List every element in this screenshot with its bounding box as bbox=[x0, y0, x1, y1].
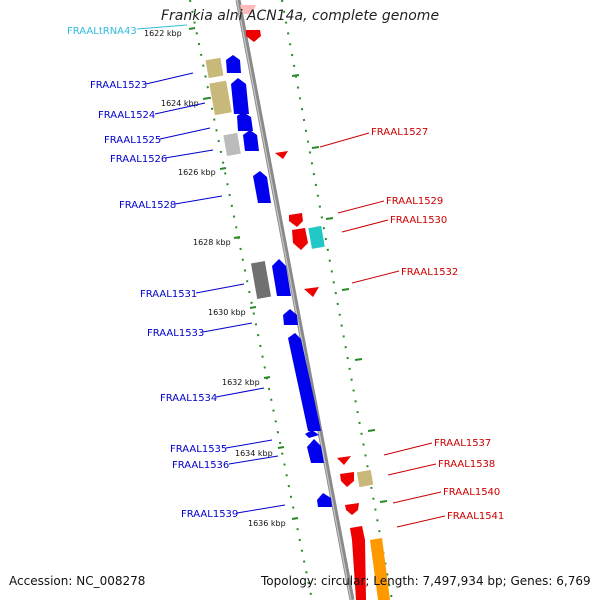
gene-label-left[interactable]: FRAAL1539 bbox=[181, 509, 238, 520]
outer-track-ticks bbox=[291, 74, 388, 503]
gene-label-left[interactable]: FRAAL1524 bbox=[98, 110, 155, 121]
ruler-tick-label: 1624 kbp bbox=[161, 99, 199, 108]
gene-label-right[interactable]: FRAAL1529 bbox=[386, 196, 443, 207]
gene-gray[interactable] bbox=[223, 132, 241, 157]
gene-label-left[interactable]: FRAAL1525 bbox=[104, 135, 161, 146]
gene-red[interactable] bbox=[246, 30, 261, 42]
gene-pink[interactable] bbox=[240, 5, 256, 14]
ruler: 1622 kbp 1624 kbp 1626 kbp 1628 kbp 1630… bbox=[144, 27, 299, 528]
gene-blue[interactable] bbox=[307, 439, 324, 463]
gene-blue[interactable] bbox=[226, 55, 241, 73]
genes-right bbox=[240, 5, 390, 600]
gene-label-left[interactable]: FRAAL1523 bbox=[90, 80, 147, 91]
gene-red[interactable] bbox=[275, 151, 288, 159]
topology-label: Topology: circular; Length: 7,497,934 bp… bbox=[261, 574, 591, 588]
gene-label-left[interactable]: FRAAL1531 bbox=[140, 289, 197, 300]
ruler-tick-label: 1636 kbp bbox=[248, 519, 286, 528]
ruler-tick-mark bbox=[277, 446, 285, 449]
gene-label-right[interactable]: FRAAL1530 bbox=[390, 215, 447, 226]
gene-label-left[interactable]: FRAAL1536 bbox=[172, 460, 229, 471]
gene-red[interactable] bbox=[289, 213, 303, 227]
ruler-tick-mark bbox=[249, 306, 257, 309]
gene-label-left[interactable]: FRAAL1534 bbox=[160, 393, 217, 404]
genome-title: Frankia alni ACN14a, complete genome bbox=[160, 8, 440, 24]
gene-label-left[interactable]: FRAAL1528 bbox=[119, 200, 176, 211]
gene-orange[interactable] bbox=[370, 538, 390, 600]
gene-blue[interactable] bbox=[317, 493, 332, 507]
gene-blue[interactable] bbox=[253, 171, 271, 203]
gene-cyan[interactable] bbox=[308, 225, 325, 249]
gene-red[interactable] bbox=[350, 526, 366, 600]
gene-label-right[interactable]: FRAAL1527 bbox=[371, 127, 428, 138]
ruler-tick-mark bbox=[219, 167, 227, 170]
ruler-tick-label: 1628 kbp bbox=[193, 238, 231, 247]
ruler-tick-label: 1626 kbp bbox=[178, 168, 216, 177]
ruler-tick-label: 1630 kbp bbox=[208, 308, 246, 317]
gene-label-left[interactable]: FRAAL1526 bbox=[110, 154, 167, 165]
gene-darkgray[interactable] bbox=[250, 261, 272, 299]
gene-blue[interactable] bbox=[283, 309, 298, 325]
gene-tan[interactable] bbox=[356, 469, 374, 488]
accession-label: Accession: NC_008278 bbox=[9, 574, 146, 588]
gene-label-left[interactable]: FRAAL1535 bbox=[170, 444, 227, 455]
gene-label-left[interactable]: FRAAL1533 bbox=[147, 328, 204, 339]
gene-red[interactable] bbox=[340, 472, 354, 487]
gene-label-right[interactable]: FRAAL1532 bbox=[401, 267, 458, 278]
genome-backbone-highlight bbox=[236, 0, 352, 600]
gene-label-right[interactable]: FRAAL1541 bbox=[447, 511, 504, 522]
gene-blue[interactable] bbox=[231, 78, 249, 114]
gene-blue[interactable] bbox=[243, 130, 259, 151]
ruler-tick-label: 1622 kbp bbox=[144, 29, 182, 38]
gene-label-trna[interactable]: FRAALtRNA43 bbox=[67, 26, 137, 37]
gene-blue[interactable] bbox=[237, 112, 253, 131]
genes-left bbox=[205, 55, 332, 507]
gene-red[interactable] bbox=[337, 456, 351, 465]
gene-red[interactable] bbox=[345, 503, 359, 515]
gene-blue[interactable] bbox=[272, 259, 291, 296]
ruler-tick-label: 1632 kbp bbox=[222, 378, 260, 387]
ruler-tick-mark bbox=[291, 517, 299, 520]
gene-label-right[interactable]: FRAAL1538 bbox=[438, 459, 495, 470]
ruler-tick-mark bbox=[202, 97, 210, 100]
gene-label-right[interactable]: FRAAL1540 bbox=[443, 487, 500, 498]
gene-tan[interactable] bbox=[209, 80, 232, 116]
ruler-tick-mark bbox=[263, 376, 271, 379]
gene-tan[interactable] bbox=[205, 57, 224, 79]
gene-blue[interactable] bbox=[288, 333, 321, 431]
leader-lines-left bbox=[136, 24, 286, 514]
gene-label-right[interactable]: FRAAL1537 bbox=[434, 438, 491, 449]
ruler-tick-mark bbox=[188, 27, 196, 30]
leader-lines-right bbox=[319, 132, 446, 528]
gene-red[interactable] bbox=[304, 287, 319, 297]
gene-red[interactable] bbox=[292, 228, 308, 250]
ruler-tick-label: 1634 kbp bbox=[235, 449, 273, 458]
gene-blue[interactable] bbox=[305, 430, 319, 438]
ruler-tick-mark bbox=[233, 236, 241, 239]
genome-backbone bbox=[235, 0, 355, 600]
